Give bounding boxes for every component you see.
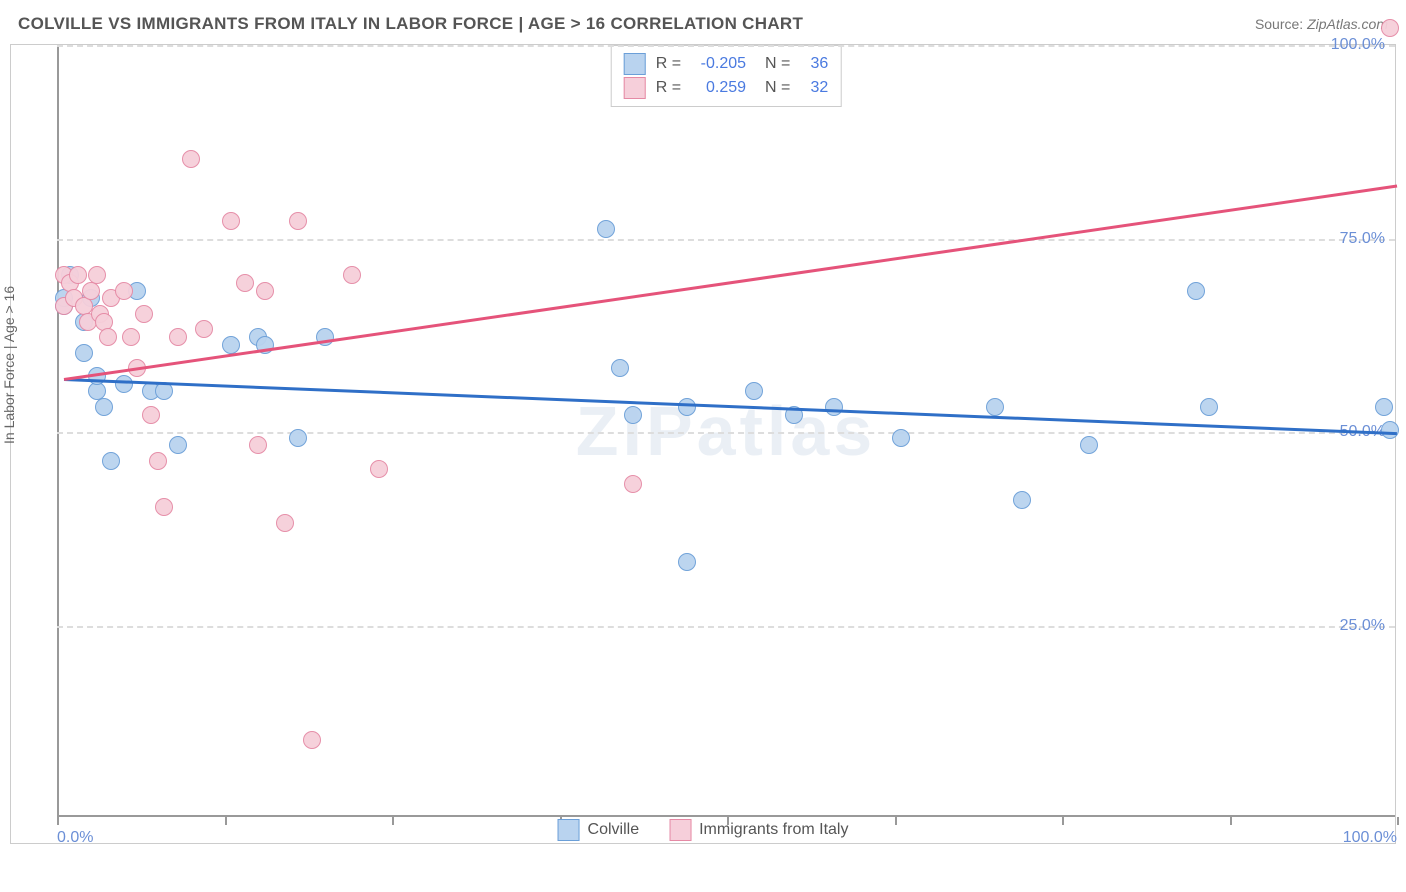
data-point — [222, 212, 240, 230]
data-point — [1013, 491, 1031, 509]
legend-bottom: Colville Immigrants from Italy — [558, 819, 849, 841]
trend-line — [64, 378, 1397, 435]
stat-r-label: R = — [656, 76, 681, 100]
chart-header: COLVILLE VS IMMIGRANTS FROM ITALY IN LAB… — [0, 0, 1406, 44]
stat-r-label: R = — [656, 52, 681, 76]
data-point — [1187, 282, 1205, 300]
grid-line-horizontal — [57, 432, 1395, 434]
data-point — [169, 328, 187, 346]
legend-swatch — [669, 819, 691, 841]
source-label: Source: — [1255, 16, 1303, 32]
data-point — [149, 452, 167, 470]
legend-label: Immigrants from Italy — [699, 821, 848, 839]
data-point — [892, 429, 910, 447]
data-point — [611, 359, 629, 377]
legend-swatch — [624, 77, 646, 99]
grid-line-horizontal — [57, 239, 1395, 241]
data-point — [678, 398, 696, 416]
data-point — [99, 328, 117, 346]
data-point — [142, 406, 160, 424]
stat-n-label: N = — [756, 52, 790, 76]
x-tick — [57, 817, 59, 825]
y-axis-title: In Labor Force | Age > 16 — [1, 286, 17, 444]
y-axis-line — [57, 45, 59, 817]
chart-title: COLVILLE VS IMMIGRANTS FROM ITALY IN LAB… — [18, 14, 803, 34]
data-point — [135, 305, 153, 323]
data-point — [289, 212, 307, 230]
data-point — [624, 406, 642, 424]
x-axis-line — [57, 815, 1395, 817]
data-point — [597, 220, 615, 238]
stat-n-value: 36 — [800, 52, 828, 76]
data-point — [88, 266, 106, 284]
source-value: ZipAtlas.com — [1307, 16, 1388, 32]
plot-area: ZIPatlas R =-0.205 N =36R =0.259 N =32 2… — [57, 45, 1395, 817]
data-point — [624, 475, 642, 493]
data-point — [122, 328, 140, 346]
legend-swatch — [624, 53, 646, 75]
stat-n-label: N = — [756, 76, 790, 100]
data-point — [678, 553, 696, 571]
data-point — [825, 398, 843, 416]
data-point — [69, 266, 87, 284]
chart-container: In Labor Force | Age > 16 ZIPatlas R =-0… — [10, 44, 1396, 844]
y-tick-label: 75.0% — [1340, 230, 1385, 248]
data-point — [75, 344, 93, 362]
data-point — [276, 514, 294, 532]
data-point — [169, 436, 187, 454]
data-point — [1080, 436, 1098, 454]
data-point — [182, 150, 200, 168]
x-tick — [1062, 817, 1064, 825]
data-point — [1200, 398, 1218, 416]
correlation-stats-box: R = -0.205 N = 36 R = 0.259 N = 32 — [611, 45, 842, 107]
data-point — [303, 731, 321, 749]
x-tick — [895, 817, 897, 825]
data-point — [155, 498, 173, 516]
grid-line-horizontal — [57, 626, 1395, 628]
data-point — [986, 398, 1004, 416]
x-limit-label: 0.0% — [57, 829, 93, 847]
data-point — [249, 436, 267, 454]
data-point — [102, 452, 120, 470]
data-point — [256, 282, 274, 300]
data-point — [82, 282, 100, 300]
data-point — [1381, 421, 1399, 439]
data-point — [222, 336, 240, 354]
x-tick — [1230, 817, 1232, 825]
stat-n-value: 32 — [800, 76, 828, 100]
x-tick — [392, 817, 394, 825]
grid-line-horizontal — [57, 45, 1395, 47]
stats-row: R = 0.259 N = 32 — [624, 76, 829, 100]
data-point — [343, 266, 361, 284]
data-point — [95, 398, 113, 416]
legend-label: Colville — [588, 821, 640, 839]
data-point — [1375, 398, 1393, 416]
data-point — [195, 320, 213, 338]
data-point — [236, 274, 254, 292]
data-point — [289, 429, 307, 447]
legend-item: Colville — [558, 819, 640, 841]
y-tick-label: 25.0% — [1340, 617, 1385, 635]
data-point — [745, 382, 763, 400]
y-tick-label: 100.0% — [1331, 36, 1385, 54]
x-limit-label: 100.0% — [1343, 829, 1397, 847]
stat-r-value: -0.205 — [691, 52, 746, 76]
chart-source: Source: ZipAtlas.com — [1255, 16, 1388, 32]
legend-swatch — [558, 819, 580, 841]
stats-row: R = -0.205 N = 36 — [624, 52, 829, 76]
data-point — [1381, 19, 1399, 37]
x-tick — [1397, 817, 1399, 825]
x-tick — [225, 817, 227, 825]
stat-r-value: 0.259 — [691, 76, 746, 100]
data-point — [115, 282, 133, 300]
data-point — [370, 460, 388, 478]
legend-item: Immigrants from Italy — [669, 819, 848, 841]
